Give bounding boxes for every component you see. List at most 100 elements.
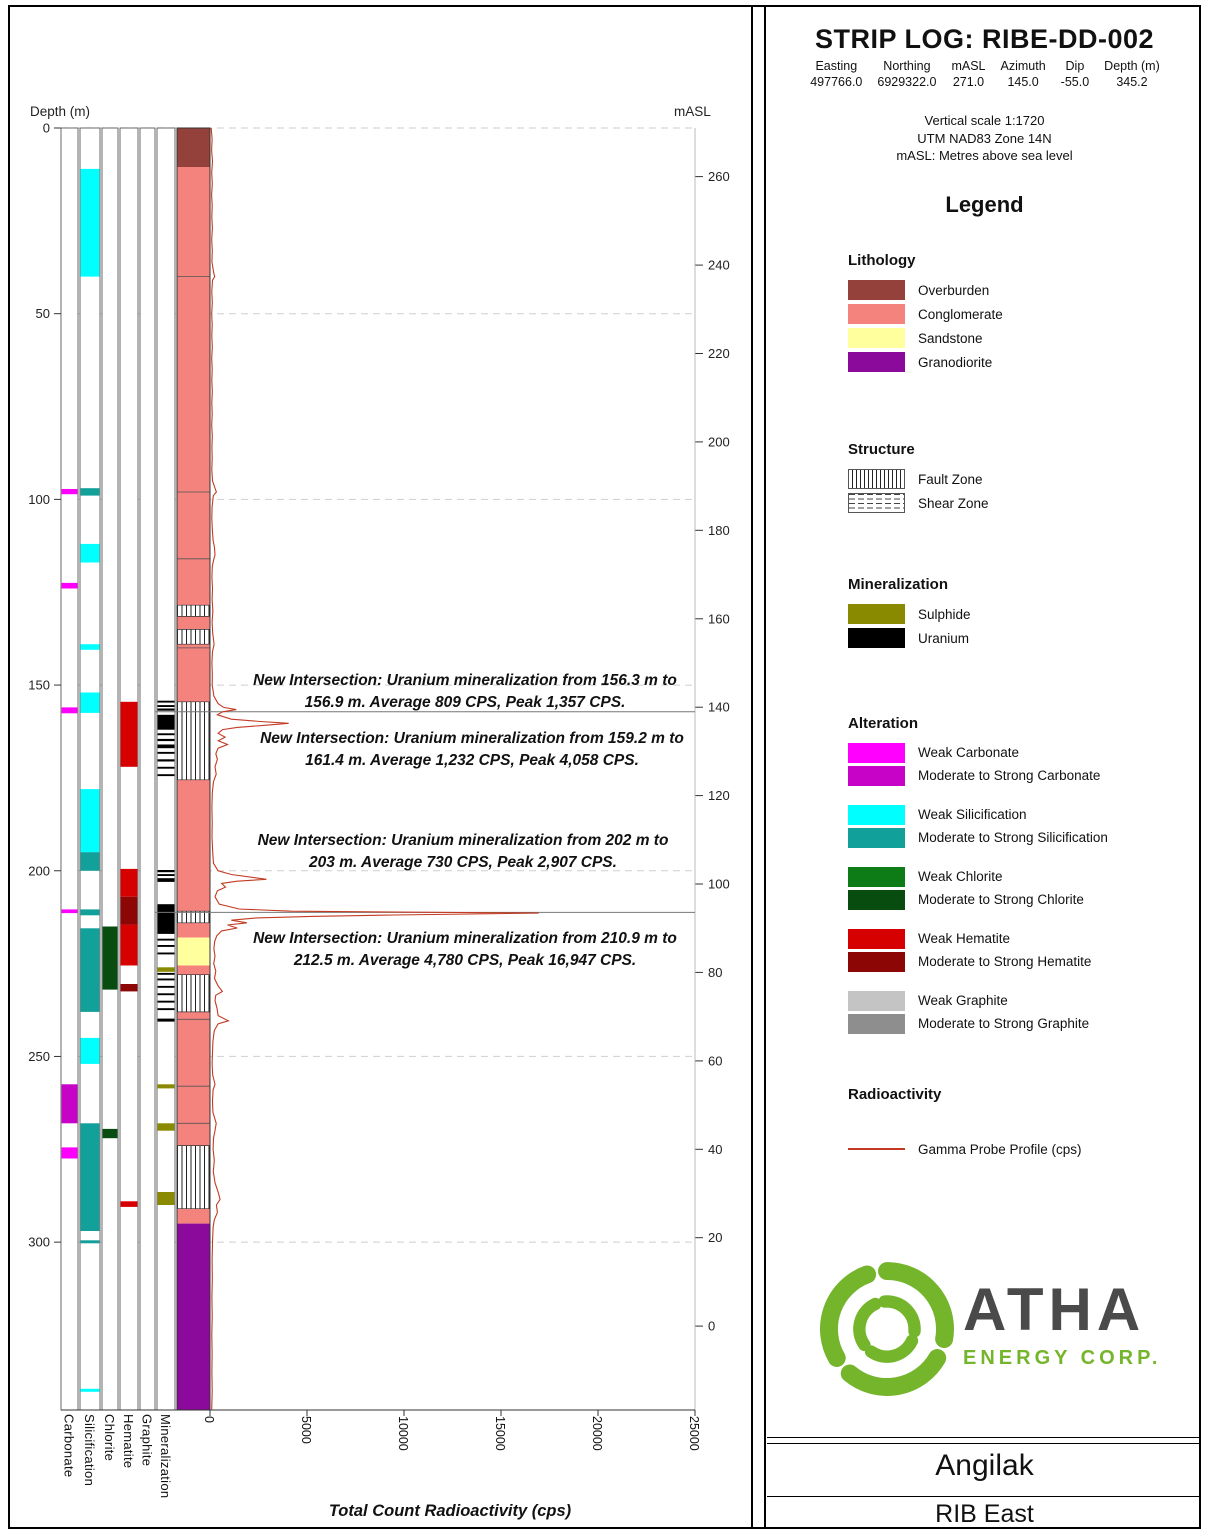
legend-alteration-moderate-to-strong-carbonate-label: Moderate to Strong Carbonate — [918, 768, 1101, 783]
swatch-icon — [848, 604, 905, 624]
legend-section-title: Structure — [848, 441, 915, 458]
cps-axis-title: Total Count Radioactivity (cps) — [328, 1502, 572, 1520]
legend-alteration-group: Weak Silicification Moderate to Strong Si… — [848, 803, 1193, 849]
footer-divider-top-1 — [767, 1437, 1201, 1438]
logo-text: ATHA ENERGY CORP. — [963, 1280, 1161, 1370]
annotation-intersection-4: New Intersection: Uranium mineralization… — [253, 930, 677, 969]
cps-tick-10000: 10000 — [396, 1416, 410, 1451]
svg-text:0: 0 — [43, 121, 50, 136]
header-note-3: mASL: Metres above sea level — [896, 148, 1073, 164]
svg-text:80: 80 — [708, 965, 722, 980]
hole-info-easting: Easting 497766.0 — [810, 58, 862, 91]
legend-mineralization-uranium-label: Uranium — [918, 630, 970, 646]
legend-title: Legend — [945, 192, 1024, 217]
svg-text:60: 60 — [708, 1053, 722, 1068]
legend-alteration-weak-hematite-row: Weak Hematite — [848, 927, 1193, 950]
legend-radioactivity-gamma-probe-profile-cps--label: Gamma Probe Profile (cps) — [918, 1141, 1082, 1157]
svg-text:20: 20 — [708, 1230, 722, 1245]
legend-mineralization-sulphide-row: Sulphide — [848, 602, 1193, 626]
gamma-line-icon — [848, 1139, 905, 1159]
legend-alteration-moderate-to-strong-silicification-row: Moderate to Strong Silicification — [848, 826, 1193, 849]
hole-info-northing: Northing 6929322.0 — [877, 58, 936, 91]
legend-section-lithology: Lithology Overburden Conglomerate Sandstone… — [848, 252, 1193, 374]
legend-alteration-moderate-to-strong-chlorite-label: Moderate to Strong Chlorite — [918, 892, 1084, 907]
alteration-columns — [60, 127, 176, 1411]
legend-alteration-weak-hematite-label: Weak Hematite — [918, 931, 1011, 946]
legend-mineralization-sulphide-label: Sulphide — [918, 606, 971, 622]
swatch-icon — [848, 951, 905, 972]
hole-info-azimuth: Azimuth 145.0 — [1001, 58, 1046, 91]
legend-lithology-conglomerate-label: Conglomerate — [918, 306, 1003, 322]
masl-axis-header: mASL — [674, 104, 711, 119]
legend-structure-shear-zone-row: Shear Zone — [848, 491, 1193, 515]
hole-info-dip: Dip -55.0 — [1061, 58, 1090, 91]
legend-lithology-overburden-label: Overburden — [918, 282, 990, 298]
strip-log-plot: 0501001502002503002602402202001801601401… — [28, 121, 730, 1416]
svg-text:250: 250 — [28, 1049, 50, 1064]
column-label-carbonate: Carbonate — [61, 1414, 77, 1478]
legend-lithology-sandstone-row: Sandstone — [848, 326, 1193, 350]
legend-section-mineralization: Mineralization Sulphide Uranium — [848, 576, 1193, 650]
svg-text:120: 120 — [708, 788, 730, 803]
legend-alteration-moderate-to-strong-graphite-row: Moderate to Strong Graphite — [848, 1012, 1193, 1035]
legend-alteration-group: Weak Hematite Moderate to Strong Hematite — [848, 927, 1193, 973]
svg-text:100: 100 — [28, 492, 50, 507]
cps-tick-20000: 20000 — [590, 1416, 604, 1451]
cps-tick-15000: 15000 — [493, 1416, 507, 1451]
hole-info-label: Azimuth — [1000, 59, 1046, 73]
legend-mineralization-uranium-row: Uranium — [848, 626, 1193, 650]
legend-alteration-group: Weak Graphite Moderate to Strong Graphite — [848, 989, 1193, 1035]
svg-text:150: 150 — [28, 678, 50, 693]
annotation-intersection-2: New Intersection: Uranium mineralization… — [260, 730, 684, 769]
legend-lithology-granodiorite-label: Granodiorite — [918, 354, 993, 370]
legend-lithology-overburden-row: Overburden — [848, 278, 1193, 302]
header-notes: Vertical scale 1:1720 UTM NAD83 Zone 14N m… — [768, 112, 1201, 165]
swatch-icon — [848, 628, 905, 648]
hole-info-masl: mASL 271.0 — [951, 58, 985, 91]
legend-alteration-weak-graphite-label: Weak Graphite — [918, 993, 1008, 1008]
swatch-icon — [848, 765, 905, 786]
legend-structure-fault-zone-label: Fault Zone — [918, 471, 983, 487]
legend-section-title: Mineralization — [848, 576, 949, 593]
atha-logo-icon — [820, 1262, 954, 1396]
column-label-hematite: Hematite — [121, 1414, 136, 1469]
legend-alteration-group: Weak Carbonate Moderate to Strong Carbona… — [848, 741, 1193, 787]
swatch-icon — [848, 804, 905, 825]
legend-alteration-moderate-to-strong-hematite-label: Moderate to Strong Hematite — [918, 954, 1092, 969]
column-label-mineralization: Mineralization — [158, 1414, 173, 1499]
swatch-icon — [848, 990, 905, 1011]
legend-structure-fault-zone-row: Fault Zone — [848, 467, 1193, 491]
cps-tick-0: 0 — [202, 1416, 216, 1423]
legend-alteration-weak-chlorite-row: Weak Chlorite — [848, 865, 1193, 888]
swatch-icon — [848, 889, 905, 910]
hole-info-value: 345.2 — [1116, 75, 1148, 90]
hole-info-label: Northing — [883, 59, 931, 73]
hole-info-value: 6929322.0 — [877, 75, 937, 90]
svg-text:140: 140 — [708, 700, 730, 715]
logo-subtitle: ENERGY CORP. — [963, 1347, 1162, 1369]
cps-axis — [61, 1409, 696, 1416]
area-name: RIB East — [935, 1500, 1034, 1528]
cps-tick-5000: 5000 — [299, 1416, 313, 1444]
svg-text:260: 260 — [708, 169, 730, 184]
svg-text:50: 50 — [36, 306, 50, 321]
column-label-chlorite: Chlorite — [102, 1414, 117, 1462]
legend-alteration-moderate-to-strong-carbonate-row: Moderate to Strong Carbonate — [848, 764, 1193, 787]
legend-section-structure: Structure Fault Zone Shear Zone — [848, 441, 1193, 515]
project-name: Angilak — [935, 1449, 1034, 1482]
legend-alteration-weak-silicification-row: Weak Silicification — [848, 803, 1193, 826]
swatch-icon — [848, 742, 905, 763]
legend-alteration-weak-carbonate-label: Weak Carbonate — [918, 745, 1020, 760]
swatch-icon — [848, 827, 905, 848]
header-note-2: UTM NAD83 Zone 14N — [917, 130, 1052, 146]
hole-info-label: mASL — [951, 59, 986, 73]
legend-alteration-weak-chlorite-label: Weak Chlorite — [918, 869, 1003, 884]
svg-text:100: 100 — [708, 877, 730, 892]
column-label-graphite: Graphite — [139, 1414, 155, 1467]
hole-info-value: -55.0 — [1060, 75, 1090, 90]
swatch-icon — [848, 304, 905, 324]
gamma-profile — [210, 127, 539, 1410]
legend-section-title: Lithology — [848, 252, 916, 269]
logo-brand: ATHA — [963, 1276, 1146, 1343]
